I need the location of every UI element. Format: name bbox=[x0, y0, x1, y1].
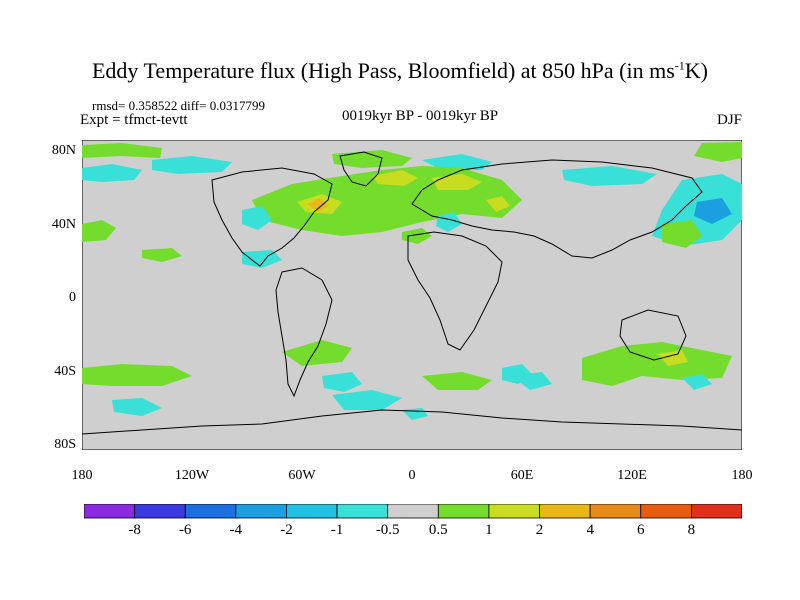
colorbar-tick-label: -4 bbox=[229, 522, 243, 538]
period-label: 0019kyr BP - 0019kyr BP bbox=[341, 108, 499, 124]
chart-title: Eddy Temperature flux (High Pass, Bloomf… bbox=[91, 58, 708, 83]
map-panel bbox=[82, 140, 742, 450]
lon-label-120w: 120W bbox=[174, 468, 210, 483]
colorbar-swatch bbox=[640, 504, 692, 519]
colorbar-tick-label: -0.5 bbox=[375, 522, 400, 538]
colorbar-tick-label: 1 bbox=[485, 522, 493, 538]
colorbar-swatch bbox=[437, 504, 490, 519]
lat-label-40s: 40S bbox=[54, 364, 76, 379]
colorbar-tick-label: -1 bbox=[330, 522, 344, 538]
colorbar-tick-label: 0.5 bbox=[428, 522, 448, 538]
colorbar bbox=[84, 504, 742, 519]
lon-label-120e: 120E bbox=[617, 468, 647, 483]
colorbar-tick-label: -2 bbox=[280, 522, 293, 538]
colorbar-swatch bbox=[589, 504, 642, 519]
lon-label-60w: 60W bbox=[288, 468, 316, 483]
lat-label-80n: 80N bbox=[51, 143, 76, 158]
experiment-label: Expt = tfmct-tevtt bbox=[80, 112, 188, 128]
lon-label-180w: 180 bbox=[71, 468, 93, 483]
colorbar-swatch bbox=[539, 504, 591, 519]
colorbar-swatch bbox=[184, 504, 237, 519]
lon-label-60e: 60E bbox=[510, 468, 534, 483]
lat-label-0: 0 bbox=[69, 290, 76, 305]
stats-label: rmsd= 0.358522 diff= 0.0317799 bbox=[92, 98, 265, 113]
colorbar-swatch bbox=[387, 504, 439, 519]
colorbar-swatch bbox=[488, 504, 540, 519]
colorbar-tick-label: 6 bbox=[637, 522, 645, 538]
colorbar-swatch bbox=[134, 504, 186, 519]
colorbar-swatch bbox=[84, 504, 136, 519]
lon-label-0: 0 bbox=[408, 468, 416, 483]
anomaly-fields bbox=[82, 142, 742, 420]
colorbar-tick-label: 2 bbox=[535, 522, 544, 538]
season-label: DJF bbox=[716, 112, 742, 128]
colorbar-swatch bbox=[235, 504, 287, 519]
lat-label-80s: 80S bbox=[54, 437, 76, 452]
colorbar-tick-label: 4 bbox=[586, 522, 594, 538]
colorbar-tick-label: 8 bbox=[687, 522, 696, 538]
colorbar-swatch bbox=[286, 504, 338, 519]
colorbar-tick-label: -6 bbox=[178, 522, 192, 538]
coastlines bbox=[82, 151, 742, 435]
lat-label-40n: 40N bbox=[51, 217, 76, 232]
lon-label-180e: 180 bbox=[731, 468, 753, 483]
colorbar-swatch bbox=[336, 504, 389, 519]
colorbar-tick-label: -8 bbox=[128, 522, 141, 538]
colorbar-swatch bbox=[690, 504, 742, 519]
